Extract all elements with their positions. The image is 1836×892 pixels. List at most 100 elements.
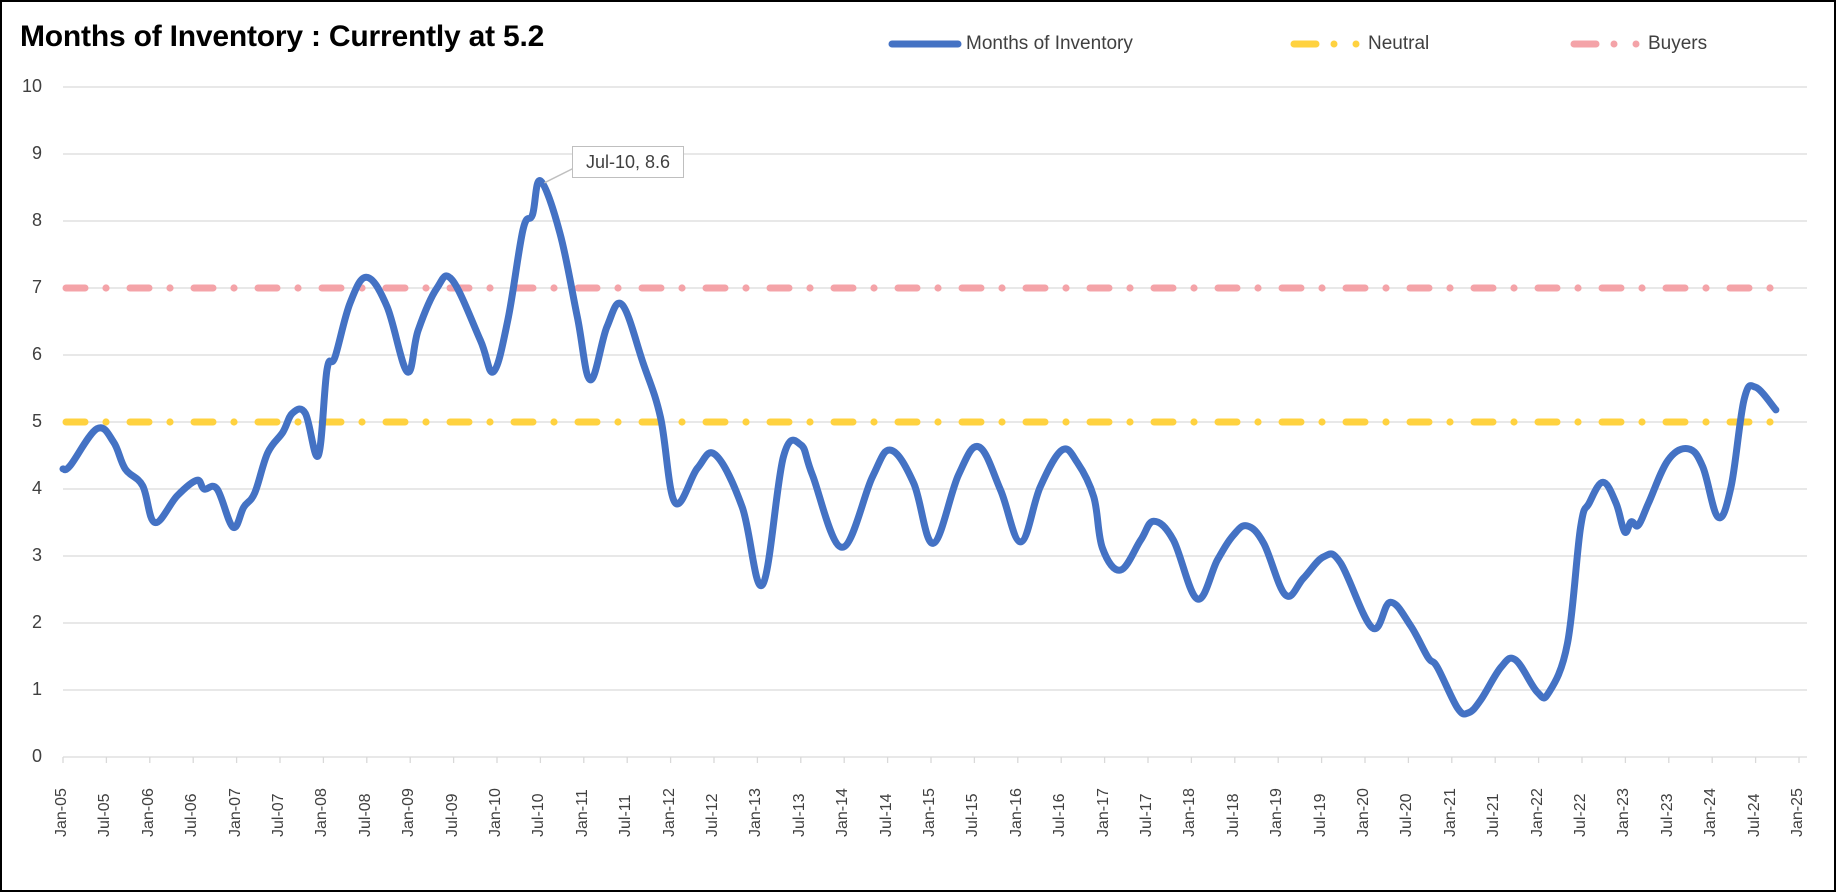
ref-dot (998, 418, 1006, 426)
ref-dot (230, 284, 238, 292)
x-tick-label: Jan-09 (400, 788, 418, 837)
ref-dot (998, 284, 1006, 292)
chart-title: Months of Inventory : Currently at 5.2 (20, 20, 545, 53)
legend-label: Buyers (1648, 33, 1708, 54)
x-tick-label: Jul-17 (1138, 793, 1155, 837)
ref-dot (1702, 284, 1710, 292)
ref-dot (1446, 284, 1454, 292)
legend-dash-dot-icon (1290, 40, 1360, 48)
ref-dot (806, 418, 814, 426)
ref-dot (1510, 284, 1518, 292)
ref-dot (1638, 418, 1646, 426)
ref-dot (1254, 284, 1262, 292)
y-tick-label: 2 (31, 612, 42, 632)
x-tick-label: Jan-16 (1007, 788, 1025, 837)
ref-dot (1126, 418, 1134, 426)
y-tick-label: 0 (31, 746, 42, 766)
x-tick-label: Jul-10 (530, 793, 548, 837)
y-tick-label: 9 (31, 143, 42, 163)
x-tick-label: Jan-23 (1615, 788, 1633, 837)
ref-dot (1190, 418, 1198, 426)
ref-dot (166, 284, 174, 292)
x-tick-label: Jan-15 (921, 788, 938, 837)
x-tick-label: Jul-07 (270, 793, 287, 837)
y-tick-label: 4 (31, 478, 42, 498)
ref-dot (934, 284, 942, 292)
y-tick-label: 3 (31, 545, 42, 565)
x-tick-label: Jan-25 (1789, 788, 1806, 837)
ref-dot (742, 284, 750, 292)
x-axis (62, 757, 1800, 763)
x-tick-label: Jul-23 (1658, 793, 1676, 837)
x-tick-label: Jul-13 (790, 793, 808, 837)
legend-label: Neutral (1368, 33, 1430, 54)
y-tick-label: 7 (31, 277, 42, 297)
ref-dot (1766, 418, 1774, 426)
series-neutral-line (62, 418, 1774, 426)
x-tick-label: Jan-12 (660, 788, 678, 837)
callout-leader-line (544, 167, 575, 184)
x-tick-label: Jul-14 (877, 793, 895, 837)
ref-dot (614, 418, 622, 426)
legend-item-months-of-inventory: Months of Inventory (888, 30, 1133, 58)
ref-dot (870, 418, 878, 426)
ref-dot (1062, 418, 1070, 426)
x-tick-label: Jul-11 (617, 794, 635, 837)
x-tick-label: Jul-12 (704, 793, 721, 837)
y-tick-label: 5 (31, 411, 42, 431)
data-callout: Jul-10, 8.6 (572, 146, 684, 178)
x-tick-label: Jul-21 (1485, 793, 1503, 837)
x-tick-label: Jan-07 (226, 788, 244, 837)
ref-dot (1510, 418, 1518, 426)
x-tick-label: Jan-13 (747, 788, 765, 837)
x-tick-label: Jan-24 (1702, 788, 1720, 837)
series-buyers-line (62, 284, 1774, 292)
ref-dot (102, 418, 110, 426)
x-tick-label: Jul-18 (1224, 793, 1242, 837)
ref-dot (1254, 418, 1262, 426)
ref-dot (486, 418, 494, 426)
y-tick-label: 6 (31, 344, 42, 364)
x-tick-label: Jul-06 (183, 793, 201, 837)
ref-dot (422, 418, 430, 426)
ref-dot (486, 284, 494, 292)
x-tick-label: Jul-22 (1572, 793, 1589, 837)
x-tick-label: Jan-20 (1355, 788, 1372, 837)
ref-dot (166, 418, 174, 426)
x-tick-label: Jul-09 (443, 793, 461, 837)
ref-dot (1318, 418, 1326, 426)
ref-dot (1382, 418, 1390, 426)
ref-dot (678, 418, 686, 426)
ref-dot (1574, 284, 1582, 292)
x-tick-label: Jan-06 (139, 788, 157, 837)
ref-dot (806, 284, 814, 292)
x-tick-label: Jan-22 (1528, 788, 1546, 837)
ref-dot (934, 418, 942, 426)
legend-item-buyers: Buyers (1570, 30, 1707, 58)
x-tick-label: Jul-24 (1745, 793, 1763, 837)
legend-label: Months of Inventory (966, 33, 1133, 54)
x-tick-label: Jan-21 (1441, 788, 1459, 837)
ref-dot (1318, 284, 1326, 292)
legend-line-icon (888, 40, 962, 48)
ref-dot (1126, 284, 1134, 292)
x-tick-label: Jan-11 (573, 789, 591, 837)
ref-dot (1190, 284, 1198, 292)
x-tick-label: Jul-19 (1311, 793, 1329, 837)
x-tick-label: Jan-19 (1268, 788, 1286, 837)
ref-dot (550, 284, 558, 292)
x-tick-label: Jul-05 (96, 793, 114, 837)
ref-dot (678, 284, 686, 292)
ref-dot (1446, 418, 1454, 426)
x-tick-label: Jan-17 (1094, 788, 1112, 837)
x-tick-label: Jul-20 (1398, 793, 1416, 837)
ref-dot (230, 418, 238, 426)
ref-dot (1574, 418, 1582, 426)
legend-item-neutral: Neutral (1290, 30, 1429, 58)
x-tick-label: Jan-18 (1181, 788, 1199, 837)
ref-dot (870, 284, 878, 292)
ref-dot (550, 418, 558, 426)
ref-dot (1766, 284, 1774, 292)
ref-dot (1062, 284, 1070, 292)
